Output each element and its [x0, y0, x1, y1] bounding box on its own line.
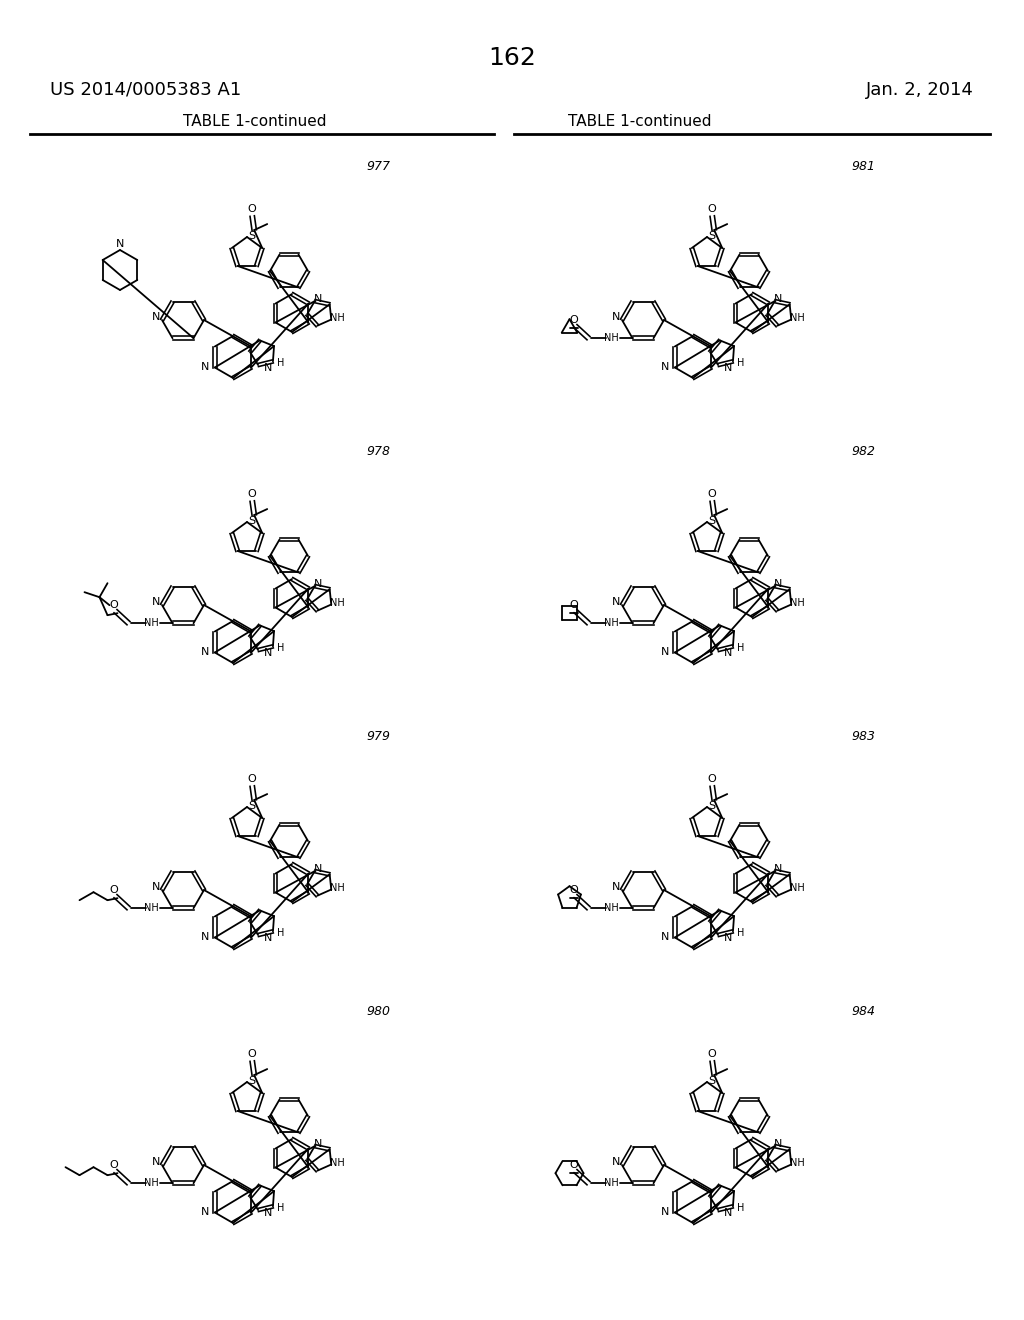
- Text: N: N: [152, 882, 160, 892]
- Text: O: O: [569, 1160, 578, 1171]
- Text: N: N: [313, 579, 323, 589]
- Text: S: S: [709, 801, 716, 810]
- Text: H: H: [278, 643, 285, 653]
- Text: O: O: [248, 205, 257, 214]
- Text: NH: NH: [604, 1179, 618, 1188]
- Text: N: N: [264, 363, 272, 374]
- Text: S: S: [249, 801, 256, 810]
- Text: S: S: [709, 231, 716, 242]
- Text: N: N: [201, 1206, 209, 1217]
- Text: N: N: [724, 933, 732, 942]
- Text: N: N: [611, 312, 621, 322]
- Text: N: N: [201, 932, 209, 942]
- Text: NH: NH: [790, 1158, 805, 1168]
- Text: N: N: [611, 597, 621, 607]
- Text: N: N: [774, 579, 782, 589]
- Text: Jan. 2, 2014: Jan. 2, 2014: [866, 81, 974, 99]
- Text: NH: NH: [330, 598, 344, 609]
- Text: TABLE 1-continued: TABLE 1-continued: [183, 115, 327, 129]
- Text: N: N: [774, 294, 782, 304]
- Text: N: N: [313, 1139, 323, 1148]
- Text: NH: NH: [330, 1158, 344, 1168]
- Text: H: H: [737, 643, 744, 653]
- Text: NH: NH: [790, 598, 805, 609]
- Text: O: O: [248, 488, 257, 499]
- Text: S: S: [249, 516, 256, 525]
- Text: N: N: [152, 597, 160, 607]
- Text: O: O: [708, 205, 717, 214]
- Text: NH: NH: [330, 883, 344, 894]
- Text: N: N: [724, 1208, 732, 1218]
- Text: NH: NH: [604, 903, 618, 913]
- Text: S: S: [709, 516, 716, 525]
- Text: N: N: [660, 647, 670, 657]
- Text: N: N: [201, 647, 209, 657]
- Text: O: O: [708, 488, 717, 499]
- Text: O: O: [708, 774, 717, 784]
- Text: O: O: [708, 1049, 717, 1059]
- Text: 980: 980: [366, 1005, 390, 1018]
- Text: N: N: [774, 865, 782, 874]
- Text: US 2014/0005383 A1: US 2014/0005383 A1: [50, 81, 242, 99]
- Text: NH: NH: [604, 333, 618, 343]
- Text: O: O: [110, 886, 118, 895]
- Text: 979: 979: [366, 730, 390, 743]
- Text: O: O: [248, 1049, 257, 1059]
- Text: N: N: [152, 1158, 160, 1167]
- Text: 162: 162: [488, 46, 536, 70]
- Text: N: N: [264, 1208, 272, 1218]
- Text: 984: 984: [851, 1005, 874, 1018]
- Text: H: H: [737, 358, 744, 368]
- Text: NH: NH: [144, 618, 159, 628]
- Text: N: N: [313, 294, 323, 304]
- Text: NH: NH: [604, 618, 618, 628]
- Text: 977: 977: [366, 160, 390, 173]
- Text: O: O: [110, 601, 118, 610]
- Text: S: S: [709, 1076, 716, 1086]
- Text: S: S: [249, 1076, 256, 1086]
- Text: 978: 978: [366, 445, 390, 458]
- Text: N: N: [264, 648, 272, 657]
- Text: O: O: [110, 1160, 118, 1171]
- Text: O: O: [569, 315, 578, 325]
- Text: N: N: [660, 362, 670, 372]
- Text: N: N: [774, 1139, 782, 1148]
- Text: S: S: [249, 231, 256, 242]
- Text: O: O: [569, 886, 578, 895]
- Text: N: N: [724, 363, 732, 374]
- Text: H: H: [278, 1203, 285, 1213]
- Text: N: N: [116, 239, 124, 249]
- Text: O: O: [569, 601, 578, 610]
- Text: N: N: [660, 932, 670, 942]
- Text: NH: NH: [790, 313, 805, 323]
- Text: 983: 983: [851, 730, 874, 743]
- Text: N: N: [660, 1206, 670, 1217]
- Text: H: H: [278, 928, 285, 939]
- Text: N: N: [264, 933, 272, 942]
- Text: N: N: [724, 648, 732, 657]
- Text: H: H: [278, 358, 285, 368]
- Text: NH: NH: [790, 883, 805, 894]
- Text: N: N: [201, 362, 209, 372]
- Text: 981: 981: [851, 160, 874, 173]
- Text: N: N: [152, 312, 160, 322]
- Text: NH: NH: [330, 313, 344, 323]
- Text: H: H: [737, 928, 744, 939]
- Text: 982: 982: [851, 445, 874, 458]
- Text: TABLE 1-continued: TABLE 1-continued: [568, 115, 712, 129]
- Text: NH: NH: [144, 1179, 159, 1188]
- Text: N: N: [611, 882, 621, 892]
- Text: O: O: [248, 774, 257, 784]
- Text: H: H: [737, 1203, 744, 1213]
- Text: N: N: [313, 865, 323, 874]
- Text: NH: NH: [144, 903, 159, 913]
- Text: N: N: [611, 1158, 621, 1167]
